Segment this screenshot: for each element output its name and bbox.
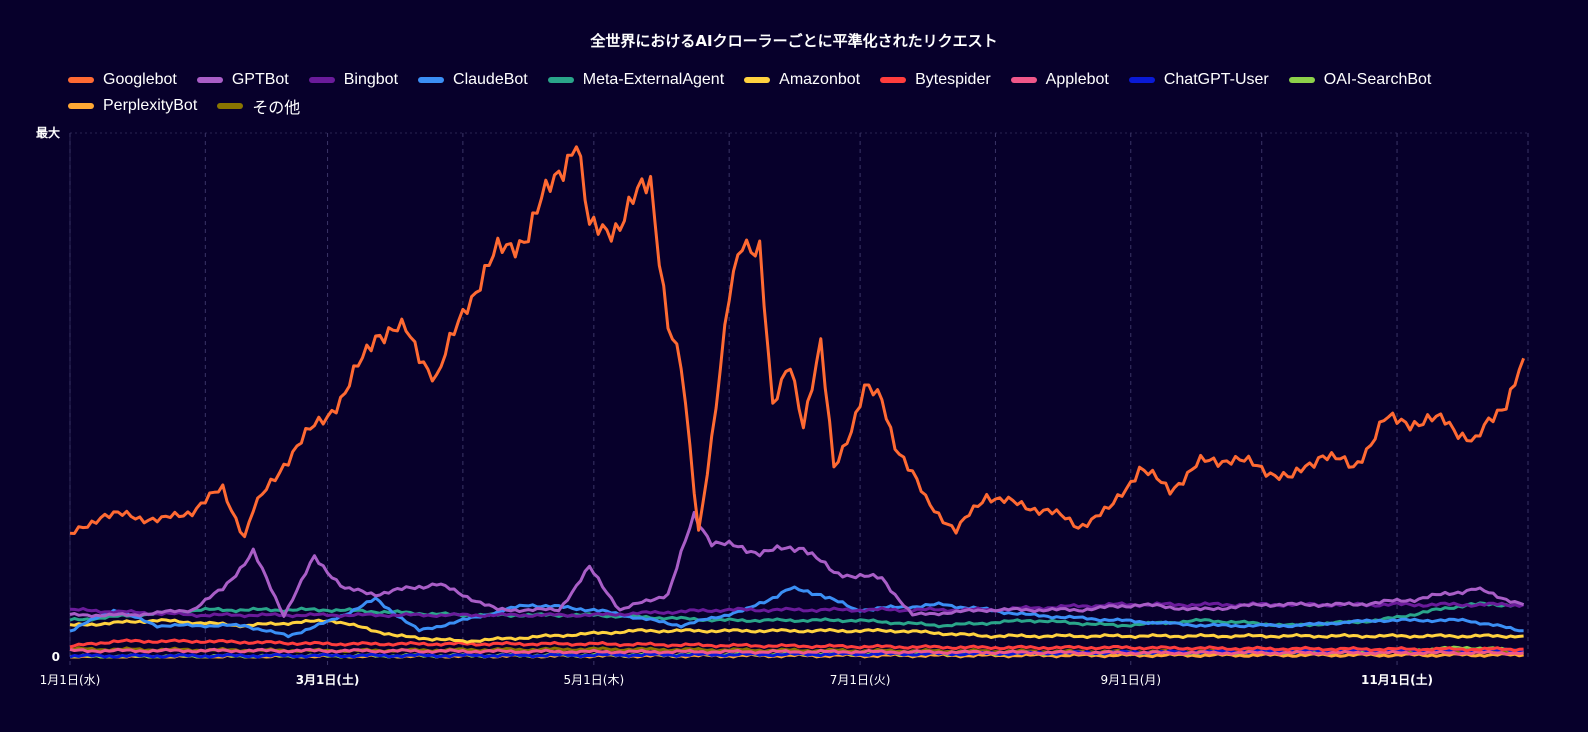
- legend-label: Bingbot: [343, 71, 399, 88]
- legend-item[interactable]: ClaudeBot: [418, 70, 528, 90]
- legend-swatch: [744, 77, 771, 83]
- legend-swatch: [1128, 77, 1155, 83]
- legend-swatch: [196, 77, 223, 83]
- legend-item[interactable]: Googlebot: [68, 70, 177, 90]
- legend-label: Bytespider: [915, 71, 991, 88]
- chart-title: 全世界におけるAIクローラーごとに平準化されたリクエスト: [590, 32, 998, 50]
- legend-item[interactable]: OAI-SearchBot: [1288, 70, 1432, 90]
- legend-label: ChatGPT-User: [1163, 71, 1269, 88]
- x-tick-label: 9月1日(月): [1100, 673, 1161, 687]
- legend-item[interactable]: ChatGPT-User: [1128, 70, 1269, 90]
- legend-label: その他: [252, 100, 301, 117]
- legend-swatch: [880, 77, 907, 83]
- x-tick-label: 1月1日(水): [40, 673, 101, 687]
- legend-item[interactable]: Bytespider: [880, 70, 991, 90]
- legend: Googlebot GPTBot Bingbot ClaudeBot Meta-Exte…: [68, 70, 1548, 117]
- legend-swatch: [308, 77, 335, 83]
- legend-swatch: [217, 103, 244, 109]
- legend-swatch: [68, 103, 94, 109]
- x-tick-label: 5月1日(木): [564, 673, 625, 687]
- legend-item[interactable]: GPTBot: [196, 70, 289, 90]
- series-line-chatgpt-user: [69, 647, 1524, 659]
- series-line-applebot: [69, 647, 1524, 656]
- y-tick-label: 最大: [36, 125, 60, 140]
- x-tick-label: 11月1日(土): [1361, 672, 1433, 687]
- legend-label: Amazonbot: [779, 71, 861, 88]
- series-line-gptbot: [69, 510, 1525, 619]
- y-tick-label: 0: [52, 650, 60, 664]
- legend-item[interactable]: Amazonbot: [744, 70, 860, 90]
- x-tick-label: 7月1日(火): [830, 673, 891, 687]
- legend-swatch: [1010, 77, 1037, 83]
- legend-item[interactable]: PerplexityBot: [68, 96, 197, 116]
- series-line-bytespider: [69, 638, 1524, 653]
- series-line-claudebot: [69, 585, 1524, 639]
- series-line-amazonbot: [69, 618, 1524, 644]
- legend-swatch: [68, 77, 94, 83]
- legend-swatch: [1288, 77, 1315, 83]
- series-line-googlebot: [69, 145, 1526, 539]
- legend-swatch: [418, 77, 445, 83]
- x-tick-label: 3月1日(土): [296, 672, 360, 687]
- legend-label: Googlebot: [103, 71, 177, 88]
- legend-item[interactable]: Applebot: [1010, 70, 1109, 90]
- legend-label: Meta-ExternalAgent: [582, 71, 725, 88]
- legend-label: Applebot: [1045, 71, 1109, 88]
- legend-label: PerplexityBot: [103, 97, 198, 114]
- legend-item[interactable]: Meta-ExternalAgent: [547, 70, 725, 90]
- legend-label: ClaudeBot: [453, 71, 528, 88]
- legend-item[interactable]: Bingbot: [308, 70, 399, 90]
- legend-label: GPTBot: [231, 71, 289, 88]
- legend-swatch: [547, 77, 574, 83]
- legend-item[interactable]: その他: [217, 96, 301, 117]
- legend-label: OAI-SearchBot: [1323, 71, 1432, 88]
